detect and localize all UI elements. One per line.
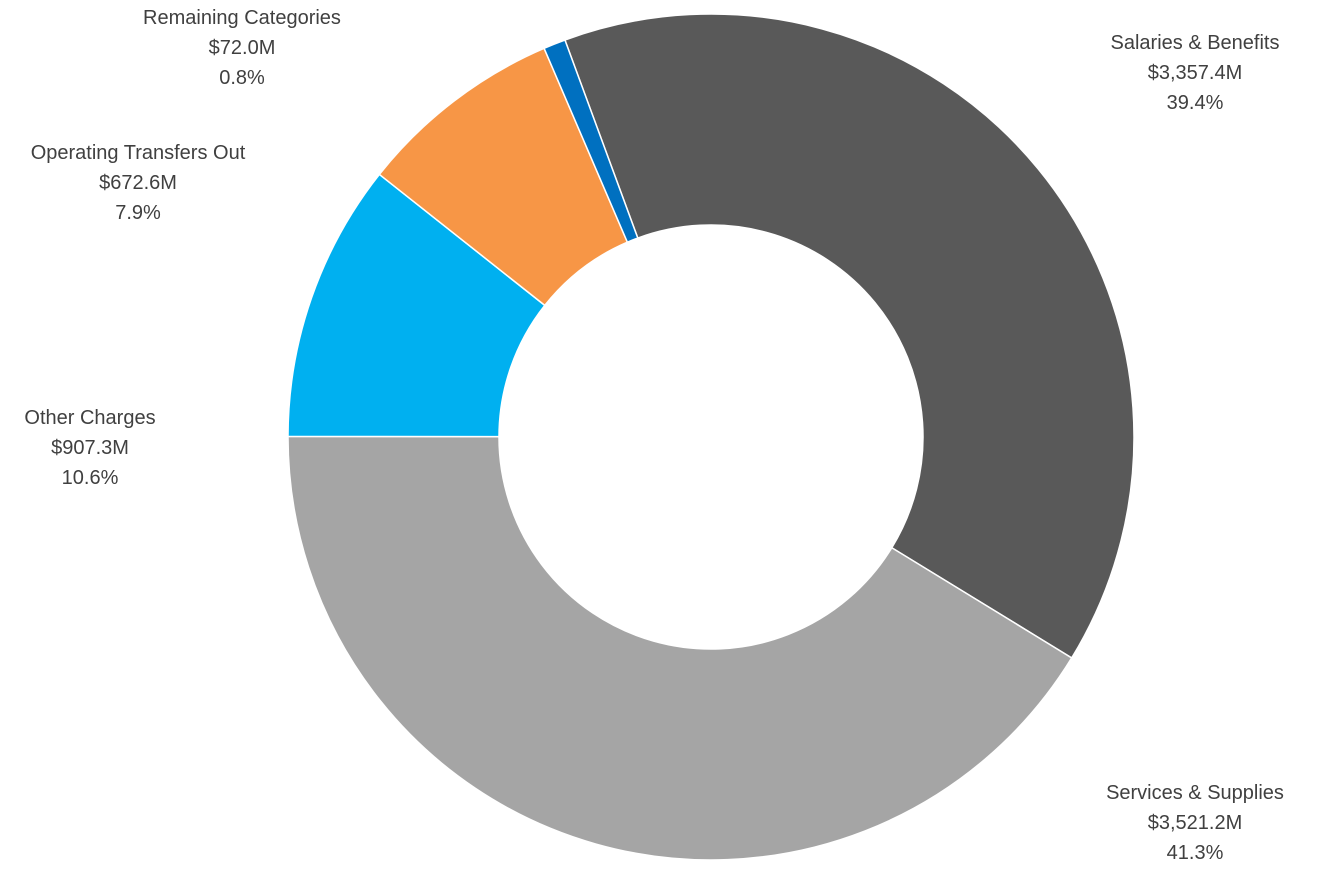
- label-services-supplies: Services & Supplies $3,521.2M 41.3%: [1080, 778, 1310, 868]
- label-other-charges: Other Charges $907.3M 10.6%: [0, 403, 180, 493]
- slice-value: $672.6M: [99, 172, 177, 194]
- slice-value: $72.0M: [208, 37, 276, 59]
- slice-remaining-categories: [543, 39, 639, 244]
- slice-value: $907.3M: [51, 437, 129, 459]
- slice-percent: 41.3%: [1166, 842, 1224, 864]
- slice-percent: 7.9%: [115, 202, 161, 224]
- slice-percent: 10.6%: [61, 467, 119, 489]
- label-remaining-categories: Remaining Categories $72.0M 0.8%: [110, 3, 374, 93]
- label-salaries-benefits: Salaries & Benefits $3,357.4M 39.4%: [1080, 28, 1310, 118]
- slice-name: Remaining Categories: [143, 7, 341, 29]
- slice-other-charges: [287, 173, 546, 438]
- slice-name: Services & Supplies: [1106, 782, 1284, 804]
- slice-services-supplies: [287, 435, 1073, 861]
- slice-name: Salaries & Benefits: [1110, 32, 1280, 54]
- slice-percent: 0.8%: [219, 67, 265, 89]
- slice-percent: 39.4%: [1166, 92, 1224, 114]
- slice-value: $3,357.4M: [1147, 62, 1243, 84]
- slice-name: Other Charges: [24, 407, 156, 429]
- label-operating-transfers-out: Operating Transfers Out $672.6M 7.9%: [0, 138, 276, 228]
- slice-value: $3,521.2M: [1147, 812, 1243, 834]
- slice-name: Operating Transfers Out: [30, 142, 246, 164]
- slice-salaries-benefits: [563, 13, 1135, 659]
